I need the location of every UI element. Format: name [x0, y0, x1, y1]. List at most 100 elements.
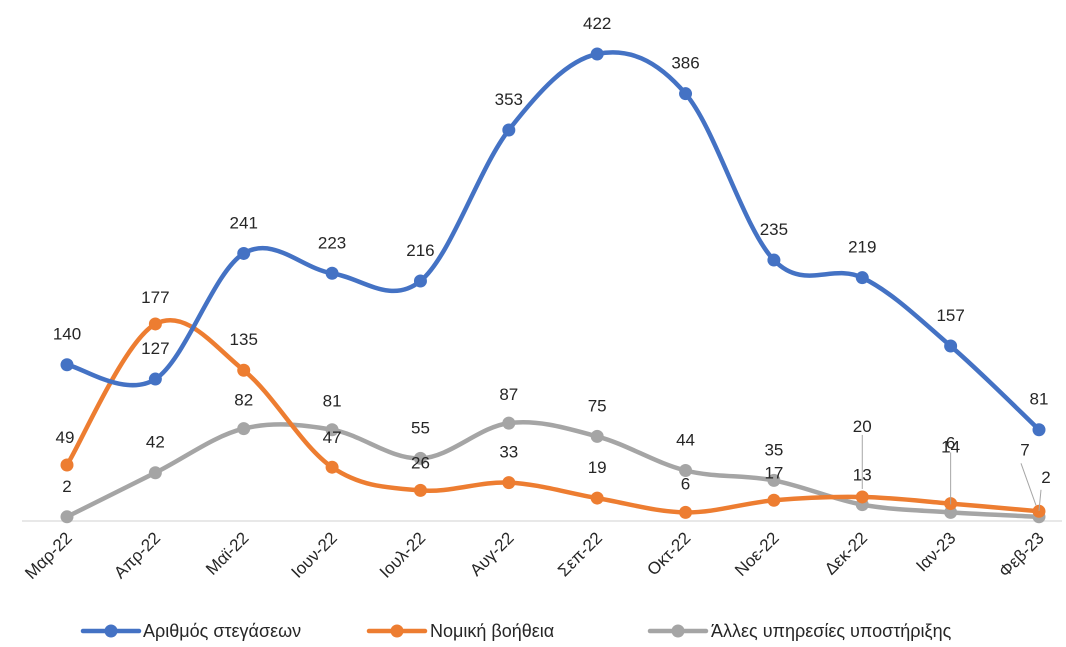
- legend-label: Νομική βοήθεια: [430, 621, 554, 641]
- series-1-point: [767, 493, 781, 507]
- series-0-point: [855, 271, 869, 285]
- series-2-point: [590, 429, 604, 443]
- legend-label: Αριθμός στεγάσεων: [143, 621, 301, 641]
- series-1-data-label: 177: [141, 288, 169, 307]
- x-tick-label: Νοε-22: [731, 528, 783, 580]
- series-1-data-label: 26: [411, 453, 430, 472]
- series-1-data-label: 19: [588, 458, 607, 477]
- series-1-point: [325, 460, 339, 474]
- series-1-data-label: 7: [1020, 440, 1029, 459]
- x-tick-label: Μαϊ-22: [202, 528, 252, 578]
- series-2-data-label: 82: [234, 391, 253, 410]
- series-2-data-label: 2: [62, 477, 71, 496]
- legend-swatch-marker: [390, 624, 404, 638]
- x-tick-label: Ιαν-23: [912, 528, 959, 575]
- x-tick-label: Απρ-22: [110, 528, 164, 582]
- series-1-data-label: 20: [853, 417, 872, 436]
- series-1-point: [590, 491, 604, 505]
- series-2-data-label: 87: [499, 385, 518, 404]
- series-0-data-label: 235: [760, 220, 788, 239]
- series-0-point: [767, 253, 781, 267]
- series-1-point: [679, 505, 693, 519]
- x-tick-label: Φεβ-23: [995, 528, 1048, 581]
- series-0-data-label: 223: [318, 233, 346, 252]
- series-0-line: [64, 50, 1042, 432]
- x-tick-label: Ιουλ-22: [376, 528, 429, 581]
- series-1-point: [413, 483, 427, 497]
- series-2-point: [767, 473, 781, 487]
- series-2-data-label: 2: [1041, 468, 1050, 487]
- series-0-data-label: 386: [671, 54, 699, 73]
- series-2-point: [679, 464, 693, 478]
- series-1-data-label: 14: [941, 438, 960, 457]
- series-0-data-label: 422: [583, 14, 611, 33]
- series-0-point: [502, 123, 516, 137]
- series-0-data-label: 216: [406, 241, 434, 260]
- series-0-point: [679, 87, 693, 101]
- legend-swatch-marker: [671, 624, 685, 638]
- series-0-point: [1032, 423, 1046, 437]
- series-0-data-label: 157: [936, 306, 964, 325]
- series-0-data-label: 81: [1030, 390, 1049, 409]
- series-0-point: [944, 339, 958, 353]
- series-0-point: [413, 274, 427, 288]
- series-0-data-label: 241: [230, 213, 258, 232]
- series-0-point: [237, 246, 251, 260]
- series-2-line: [64, 420, 1042, 520]
- series-1-point: [855, 490, 869, 504]
- series-2-point: [237, 422, 251, 436]
- legend-swatch-marker: [104, 624, 118, 638]
- series-points: [60, 47, 1046, 524]
- x-tick-label: Οκτ-22: [643, 528, 694, 579]
- series-1-data-label: 47: [323, 428, 342, 447]
- x-tick-labels: Μαρ-22 Απρ-22 Μαϊ-22 Ιουν-22 Ιουλ-22 Αυγ-22 Σε…: [21, 528, 1048, 583]
- series-0-data-label: 127: [141, 339, 169, 358]
- series-2-data-label: 81: [323, 392, 342, 411]
- series-2-point: [502, 416, 516, 430]
- series-2-data-label: 75: [588, 396, 607, 415]
- x-tick-label: Σεπ-22: [554, 528, 606, 580]
- series-2-data-label: 44: [676, 431, 695, 450]
- x-tick-label: Δεκ-22: [821, 528, 871, 578]
- series-1-data-label: 6: [681, 474, 690, 493]
- series-lines: [64, 50, 1042, 520]
- series-1-data-label: 135: [230, 330, 258, 349]
- legend-label: Άλλες υπηρεσίες υποστήριξης: [711, 621, 952, 641]
- legend-item: Άλλες υπηρεσίες υποστήριξης: [647, 621, 952, 641]
- series-1-data-label: 49: [56, 428, 75, 447]
- series-0-point: [590, 47, 604, 61]
- series-1-point: [148, 317, 162, 331]
- series-1-line: [64, 317, 1042, 515]
- series-2-data-label: 6: [946, 433, 955, 452]
- label-leader-line: [1038, 489, 1042, 511]
- series-1-point: [60, 458, 74, 472]
- series-2-data-label: 35: [764, 440, 783, 459]
- series-1-point: [1032, 504, 1046, 518]
- legend-item: Νομική βοήθεια: [366, 621, 554, 641]
- series-2-point: [148, 466, 162, 480]
- series-2-point: [413, 451, 427, 465]
- series-1-point: [502, 476, 516, 490]
- x-tick-label: Μαρ-22: [21, 528, 76, 583]
- x-tick-label: Ιουν-22: [287, 528, 340, 581]
- series-2-data-label: 13: [853, 466, 872, 485]
- series-2-point: [325, 423, 339, 437]
- legend: Αριθμός στεγάσεων Νομική βοήθεια Άλλες υπη…: [80, 621, 952, 641]
- legend-item: Αριθμός στεγάσεων: [80, 621, 301, 641]
- series-0-point: [148, 372, 162, 386]
- series-1-data-label: 17: [764, 463, 783, 482]
- series-0-data-label: 140: [53, 325, 81, 344]
- series-0-point: [325, 266, 339, 280]
- label-leader-line: [1020, 463, 1037, 506]
- x-tick-label: Αυγ-22: [466, 528, 517, 579]
- series-0-data-label: 219: [848, 238, 876, 257]
- series-1-data-label: 33: [499, 443, 518, 462]
- series-0-point: [60, 358, 74, 372]
- series-2-data-label: 55: [411, 418, 430, 437]
- series-2-point: [60, 510, 74, 524]
- series-1-point: [237, 363, 251, 377]
- series-0-data-label: 353: [495, 90, 523, 109]
